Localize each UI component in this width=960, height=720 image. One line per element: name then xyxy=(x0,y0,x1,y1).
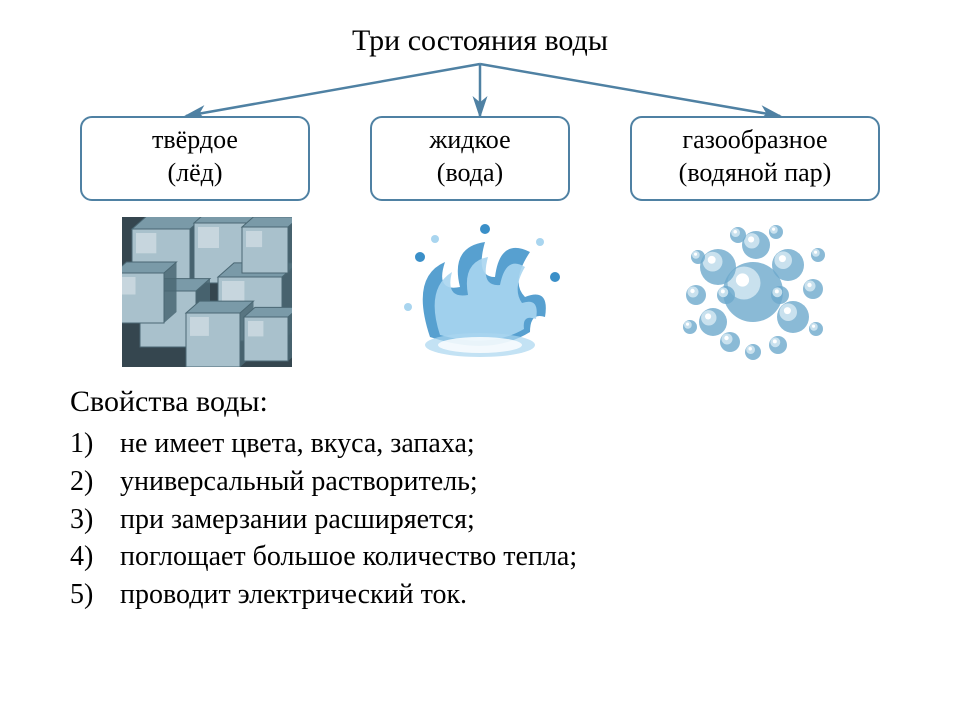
state-label-line1: жидкое xyxy=(382,124,558,157)
vapor-bubbles-image xyxy=(663,217,843,367)
property-item: 5)проводит электрический ток. xyxy=(70,576,890,614)
state-box-solid: твёрдое(лёд) xyxy=(80,116,310,201)
state-box-liquid: жидкое(вода) xyxy=(370,116,570,201)
property-item-text: универсальный растворитель; xyxy=(120,466,478,497)
state-boxes-row: твёрдое(лёд)жидкое(вода)газообразное(вод… xyxy=(0,116,960,201)
property-item-text: не имеет цвета, вкуса, запаха; xyxy=(120,428,475,459)
properties-list: 1)не имеет цвета, вкуса, запаха;2)универ… xyxy=(70,425,890,614)
state-label-line1: твёрдое xyxy=(92,124,298,157)
ice-image xyxy=(117,217,297,367)
water-splash-image xyxy=(390,217,570,367)
property-item-number: 4) xyxy=(70,538,116,576)
state-label-line1: газообразное xyxy=(642,124,868,157)
properties-section: Свойства воды: 1)не имеет цвета, вкуса, … xyxy=(0,367,960,614)
state-label-line2: (водяной пар) xyxy=(642,157,868,190)
property-item: 1)не имеет цвета, вкуса, запаха; xyxy=(70,425,890,463)
property-item-text: проводит электрический ток. xyxy=(120,579,467,610)
branch-arrows xyxy=(0,58,960,124)
state-box-gas: газообразное(водяной пар) xyxy=(630,116,880,201)
property-item-number: 1) xyxy=(70,425,116,463)
property-item: 2)универсальный растворитель; xyxy=(70,463,890,501)
properties-heading: Свойства воды: xyxy=(70,385,890,419)
page-title: Три состояния воды xyxy=(0,0,960,58)
property-item-text: поглощает большое количество тепла; xyxy=(120,541,577,572)
images-row xyxy=(0,207,960,367)
state-label-line2: (вода) xyxy=(382,157,558,190)
property-item-number: 2) xyxy=(70,463,116,501)
state-label-line2: (лёд) xyxy=(92,157,298,190)
property-item: 3)при замерзании расширяется; xyxy=(70,501,890,539)
property-item-number: 3) xyxy=(70,501,116,539)
property-item: 4)поглощает большое количество тепла; xyxy=(70,538,890,576)
property-item-number: 5) xyxy=(70,576,116,614)
property-item-text: при замерзании расширяется; xyxy=(120,504,475,535)
